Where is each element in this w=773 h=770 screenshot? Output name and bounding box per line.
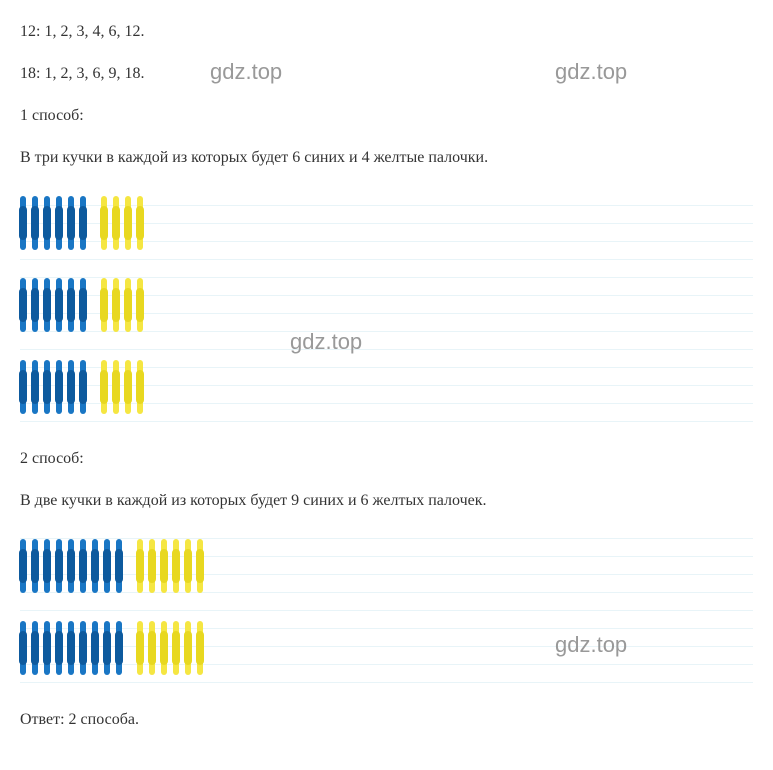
blue-stick — [80, 196, 86, 250]
blue-stick — [80, 278, 86, 332]
yellow-stick — [173, 539, 179, 593]
yellow-stick — [197, 539, 203, 593]
blue-stick — [68, 539, 74, 593]
blue-stick — [68, 360, 74, 414]
blue-stick — [92, 621, 98, 675]
stick-group-gap — [92, 196, 95, 250]
blue-stick — [44, 360, 50, 414]
blue-stick — [20, 196, 26, 250]
stick-row — [20, 531, 753, 601]
stick-row — [20, 188, 753, 258]
yellow-stick — [101, 196, 107, 250]
blue-stick — [68, 278, 74, 332]
divisors-12-values: 1, 2, 3, 4, 6, 12. — [44, 23, 144, 40]
blue-stick — [56, 196, 62, 250]
blue-stick — [20, 278, 26, 332]
blue-stick — [68, 621, 74, 675]
divisors-18-label: 18: — [20, 65, 40, 82]
blue-stick — [20, 360, 26, 414]
yellow-stick — [113, 196, 119, 250]
blue-stick — [44, 278, 50, 332]
yellow-stick — [137, 621, 143, 675]
yellow-stick — [137, 539, 143, 593]
divisors-12-line: 12: 1, 2, 3, 4, 6, 12. — [20, 20, 753, 44]
blue-stick — [32, 278, 38, 332]
blue-stick — [44, 621, 50, 675]
divisors-18-values: 1, 2, 3, 6, 9, 18. — [44, 65, 144, 82]
blue-stick — [32, 539, 38, 593]
blue-stick — [44, 196, 50, 250]
yellow-stick — [161, 539, 167, 593]
blue-stick — [32, 621, 38, 675]
blue-stick — [80, 360, 86, 414]
blue-stick — [92, 539, 98, 593]
stick-row — [20, 613, 753, 683]
stick-row — [20, 270, 753, 340]
yellow-stick — [137, 278, 143, 332]
yellow-stick — [125, 360, 131, 414]
yellow-stick — [101, 278, 107, 332]
stick-group-gap — [128, 539, 131, 593]
blue-stick — [104, 539, 110, 593]
yellow-stick — [185, 539, 191, 593]
divisors-12-label: 12: — [20, 23, 40, 40]
blue-stick — [56, 539, 62, 593]
method2-description: В две кучки в каждой из которых будет 9 … — [20, 489, 753, 513]
blue-stick — [56, 360, 62, 414]
yellow-stick — [101, 360, 107, 414]
blue-stick — [80, 621, 86, 675]
blue-stick — [116, 539, 122, 593]
blue-stick — [20, 621, 26, 675]
method1-title: 1 способ: — [20, 104, 753, 128]
stick-group-gap — [92, 278, 95, 332]
blue-stick — [20, 539, 26, 593]
blue-stick — [56, 621, 62, 675]
blue-stick — [32, 196, 38, 250]
yellow-stick — [125, 278, 131, 332]
stick-group-gap — [92, 360, 95, 414]
yellow-stick — [173, 621, 179, 675]
blue-stick — [80, 539, 86, 593]
blue-stick — [44, 539, 50, 593]
answer-line: Ответ: 2 способа. — [20, 708, 753, 732]
yellow-stick — [197, 621, 203, 675]
method2-sticks-diagram — [20, 531, 753, 683]
stick-row — [20, 352, 753, 422]
blue-stick — [56, 278, 62, 332]
yellow-stick — [161, 621, 167, 675]
yellow-stick — [125, 196, 131, 250]
yellow-stick — [149, 539, 155, 593]
stick-group-gap — [128, 621, 131, 675]
method2-title: 2 способ: — [20, 447, 753, 471]
blue-stick — [32, 360, 38, 414]
method1-description: В три кучки в каждой из которых будет 6 … — [20, 146, 753, 170]
blue-stick — [104, 621, 110, 675]
blue-stick — [68, 196, 74, 250]
yellow-stick — [137, 196, 143, 250]
method1-sticks-diagram — [20, 188, 753, 422]
divisors-18-line: 18: 1, 2, 3, 6, 9, 18. — [20, 62, 753, 86]
yellow-stick — [185, 621, 191, 675]
yellow-stick — [149, 621, 155, 675]
yellow-stick — [113, 278, 119, 332]
yellow-stick — [137, 360, 143, 414]
yellow-stick — [113, 360, 119, 414]
blue-stick — [116, 621, 122, 675]
